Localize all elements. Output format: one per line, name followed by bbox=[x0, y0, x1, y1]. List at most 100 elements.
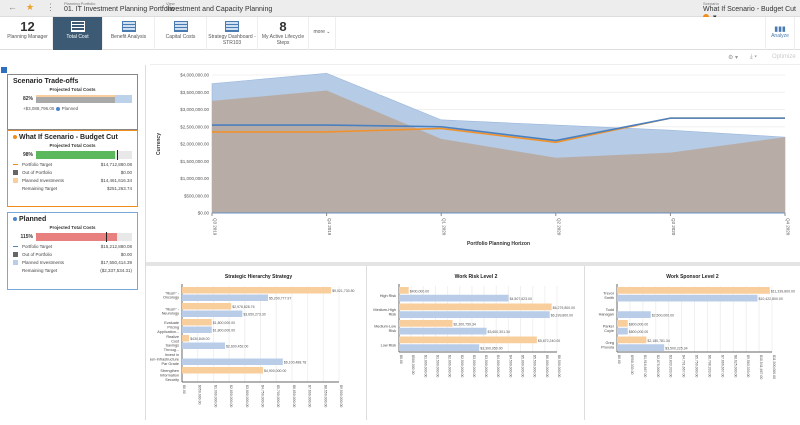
scenario-bar bbox=[399, 287, 409, 294]
x-tick-label: $5,500,000.00 bbox=[533, 355, 537, 377]
tab-more[interactable]: more ⌄ bbox=[309, 17, 336, 50]
splitter-handle[interactable] bbox=[146, 262, 800, 266]
x-tick-label: $8,550,000.00 bbox=[323, 385, 327, 407]
card-title: What If Scenario - Budget Cut bbox=[19, 134, 118, 141]
x-tick-label: $5,000,000.00 bbox=[521, 355, 525, 377]
scenario-value-label: $430,849.00 bbox=[190, 337, 210, 341]
y-tick-label: $1,500,000.00 bbox=[180, 159, 209, 164]
x-tick-label: $4,791,667.00 bbox=[682, 355, 686, 377]
row-label: Remaining Target bbox=[22, 268, 58, 273]
y-tick-label: $2,500,000.00 bbox=[180, 124, 209, 129]
strategic-hierarchy-panel: Strategic Hierarchy Strategy $0.00 $950,00… bbox=[148, 266, 367, 420]
category-label: Neurology bbox=[162, 312, 179, 316]
scenario-value-label: $800,000.00 bbox=[629, 322, 649, 326]
planned-bar bbox=[399, 311, 550, 318]
scenario-tradeoffs-card: Scenario Trade-offs Projected Total Cost… bbox=[7, 74, 138, 130]
row-value: $17,550,414.39 bbox=[100, 260, 132, 265]
y-tick-label: $2,000,000.00 bbox=[180, 142, 209, 147]
chart-toolbar: ⚙ ▾ ⤓ ▾ Optimize bbox=[150, 50, 800, 65]
planned-bar bbox=[182, 326, 212, 333]
x-tick-label: Q3 2019 bbox=[213, 218, 218, 236]
card-title: Scenario Trade-offs bbox=[13, 78, 79, 85]
analyze-label: Analyze bbox=[771, 33, 789, 39]
row-label: Portfolio Target bbox=[22, 244, 53, 249]
planned-value-label: $3,500,225.34 bbox=[665, 347, 687, 351]
scenario-value-label: $2,180,781.34 bbox=[647, 339, 669, 343]
optimize-button[interactable]: Optimize bbox=[772, 54, 796, 60]
top-bar: ← ★ ⋮ Planning Portfolio 01. IT Investme… bbox=[0, 0, 800, 21]
bar-chart-icon: ▮▮▮ bbox=[774, 26, 786, 33]
category-label: Smith bbox=[604, 296, 614, 300]
collapse-toggle[interactable] bbox=[1, 67, 7, 73]
planned-dot bbox=[13, 217, 17, 222]
tab-label: Planning Manager bbox=[7, 34, 48, 40]
tab-label: Benefit Analysis bbox=[110, 34, 147, 40]
tradeoff-bar bbox=[36, 95, 132, 103]
more-vertical-icon[interactable]: ⋮ bbox=[46, 2, 55, 12]
row-label: Remaining Target bbox=[22, 186, 58, 191]
category-label: Invest in bbox=[165, 353, 179, 357]
x-tick-label: $500,000.00 bbox=[411, 355, 415, 375]
scenario-value-label: $11,339,800.00 bbox=[771, 289, 795, 293]
category-label: Realize bbox=[166, 335, 179, 339]
download-menu[interactable]: ⤓ ▾ bbox=[750, 54, 757, 60]
scenario-panel: Scenario Trade-offs Projected Total Cost… bbox=[0, 65, 146, 420]
chart-title: Strategic Hierarchy Strategy bbox=[225, 274, 292, 280]
view-tabs: 12 Planning Manager Total Cost Benefit An… bbox=[0, 17, 800, 50]
category-label: "Rush" - bbox=[165, 291, 180, 295]
bar-chart: Strategic Hierarchy Strategy $0.00 $950,00… bbox=[148, 274, 354, 407]
x-tick-label: $3,000,000.00 bbox=[472, 355, 476, 377]
tab-lifecycle-steps[interactable]: 8 My Active Lifecycle Steps bbox=[258, 17, 309, 50]
scenario-value-label: $9,021,733.50 bbox=[332, 289, 354, 293]
tab-benefit-analysis[interactable]: Benefit Analysis bbox=[103, 17, 155, 50]
tab-label: Capital Costs bbox=[165, 34, 196, 40]
x-tick-label: $9,500,000.00 bbox=[339, 385, 343, 407]
x-tick-label: Q3 2020 bbox=[671, 218, 676, 236]
x-tick-label: $2,875,000.00 bbox=[656, 355, 660, 377]
category-label: Evaluate bbox=[164, 321, 179, 325]
chart-title: Work Sponsor Level 2 bbox=[666, 274, 719, 280]
category-label: Savings bbox=[165, 344, 179, 348]
x-tick-label: $6,000,000.00 bbox=[545, 355, 549, 377]
scenario-value-label: $6,279,800.00 bbox=[553, 306, 575, 310]
portfolio-selector[interactable]: Planning Portfolio 01. IT Investment Pla… bbox=[64, 1, 175, 13]
category-label: Cost bbox=[171, 339, 180, 343]
x-tick-label: Q4 2019 bbox=[327, 218, 332, 236]
category-label: Todd bbox=[606, 308, 614, 312]
category-label: Hanagan bbox=[599, 312, 614, 316]
star-icon[interactable]: ★ bbox=[26, 2, 35, 12]
tab-capital-costs[interactable]: Capital Costs bbox=[155, 17, 207, 50]
bar-chart: Work Sponsor Level 2 $0.00 $958,333.00 $1,9… bbox=[599, 274, 795, 379]
category-label: Security bbox=[165, 378, 179, 382]
scenario-name: What If Scenario - Budget Cut bbox=[703, 6, 796, 13]
category-label: High Risk bbox=[380, 294, 396, 298]
scenario-bar bbox=[399, 303, 552, 311]
tab-count: 8 bbox=[279, 19, 287, 34]
tab-planning-manager[interactable]: 12 Planning Manager bbox=[3, 17, 53, 50]
x-tick-label: $1,500,000.00 bbox=[435, 355, 439, 377]
scenario-bar bbox=[399, 320, 453, 327]
tab-strategy-dashboard[interactable]: Strategy Dashboard - STR103 bbox=[207, 17, 258, 50]
planned-card: Planned Projected Total Costs 115% Portf… bbox=[7, 212, 138, 290]
category-label: "Rush" - bbox=[165, 307, 180, 311]
scenario-bar bbox=[182, 287, 332, 294]
x-tick-label: $10,541,667.00 bbox=[759, 355, 763, 379]
row-value: $0.00 bbox=[120, 252, 132, 257]
legend-planned: Planned bbox=[61, 106, 79, 111]
work-risk-panel: Work Risk Level 2 $0.00 $500,000.00 $1,000,… bbox=[367, 266, 585, 420]
scenario-bar bbox=[617, 336, 647, 344]
scenario-label: Scenario bbox=[703, 1, 719, 6]
tab-total-cost[interactable]: Total Cost bbox=[53, 17, 103, 50]
planned-value-label: $6,100,488.78 bbox=[284, 361, 306, 365]
x-tick-label: $3,833,333.00 bbox=[669, 355, 673, 377]
settings-menu[interactable]: ⚙ ▾ bbox=[728, 55, 739, 61]
analyze-button[interactable]: ▮▮▮ Analyze bbox=[765, 17, 795, 50]
planned-value-label: $5,200,777.97 bbox=[269, 297, 291, 301]
planned-value-label: $2,600,452.00 bbox=[226, 345, 248, 349]
row-value: $0.00 bbox=[120, 170, 132, 175]
tab-count: 12 bbox=[20, 19, 35, 34]
back-icon[interactable]: ← bbox=[8, 2, 17, 12]
view-selector[interactable]: View Investment and Capacity Planning bbox=[166, 1, 272, 13]
planned-bar bbox=[617, 311, 651, 318]
x-tick-label: $958,333.00 bbox=[630, 355, 634, 375]
